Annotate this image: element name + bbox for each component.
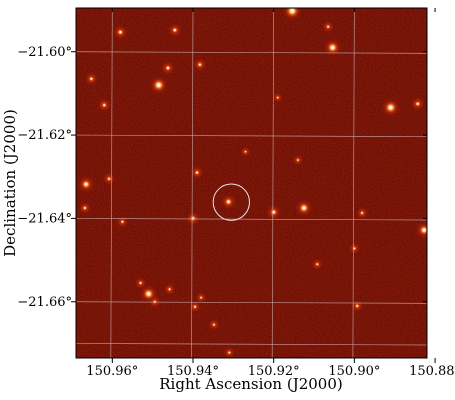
source-core <box>270 208 278 216</box>
grid-line-ra <box>191 8 194 358</box>
source-core <box>81 179 91 189</box>
x-tick-label: 150.90° <box>328 364 380 379</box>
source-core <box>243 149 248 154</box>
source-core <box>295 158 300 163</box>
y-tick-label: −21.60° <box>17 45 72 60</box>
source-core <box>315 262 320 267</box>
source-core <box>88 76 95 82</box>
plot-frame <box>75 7 428 359</box>
source-core <box>384 101 397 114</box>
source-core <box>419 224 427 236</box>
x-tick-label: 150.96° <box>86 364 138 379</box>
source-core <box>171 27 178 34</box>
y-axis-title: Declination (J2000) <box>1 109 19 257</box>
source-core <box>285 8 299 18</box>
source-core <box>197 61 203 68</box>
source-core <box>194 169 200 176</box>
grid-line-dec <box>76 343 427 346</box>
image-noise <box>76 8 427 358</box>
source-core <box>211 322 217 327</box>
image-panel <box>75 7 436 359</box>
source-core <box>327 42 339 54</box>
source-core <box>224 197 233 206</box>
source-core <box>117 28 124 36</box>
grid-line-dec <box>76 134 427 138</box>
x-axis-title: Right Ascension (J2000) <box>159 375 342 393</box>
y-tick-label: −21.64° <box>17 211 72 226</box>
x-tick-label: 150.88° <box>409 364 455 379</box>
grid-line-dec <box>76 301 427 304</box>
y-tick-label: −21.66° <box>17 295 72 310</box>
grid-line-dec <box>76 218 427 221</box>
source-core <box>227 350 232 355</box>
coordinate-grid <box>76 8 436 358</box>
x-axis-ticks: 150.96° 150.94° 150.92° 150.90° 150.88° <box>86 8 455 379</box>
grid-line-ra <box>110 8 113 358</box>
source-core <box>275 95 280 100</box>
source-core <box>120 219 125 225</box>
sources-layer <box>76 8 427 358</box>
source-core <box>359 210 365 216</box>
x-tick-label: 150.94° <box>167 364 219 379</box>
source-core <box>164 64 171 72</box>
source-core <box>152 79 165 92</box>
x-tick-label: 150.92° <box>248 364 300 379</box>
source-core <box>101 102 107 108</box>
source-core <box>189 215 197 222</box>
target-marker-layer <box>212 183 250 221</box>
source-core <box>138 280 143 286</box>
target-circle <box>212 183 250 221</box>
source-core <box>414 100 421 107</box>
source-core <box>354 303 360 309</box>
source-core <box>106 176 112 182</box>
y-tick-label: −21.62° <box>17 128 72 143</box>
source-core <box>167 287 172 292</box>
grid-line-ra <box>352 8 355 358</box>
source-core <box>352 246 357 251</box>
y-axis-ticks: −21.60° −21.62° −21.64° −21.66° <box>17 45 427 310</box>
source-core <box>192 304 198 310</box>
grid-line-dec <box>76 51 427 54</box>
source-core <box>325 24 331 30</box>
source-core <box>298 202 310 214</box>
source-core <box>143 288 155 300</box>
source-core <box>82 205 88 211</box>
grid-line-ra <box>271 8 275 358</box>
source-core <box>199 295 204 300</box>
grid-line-ra <box>434 8 436 358</box>
